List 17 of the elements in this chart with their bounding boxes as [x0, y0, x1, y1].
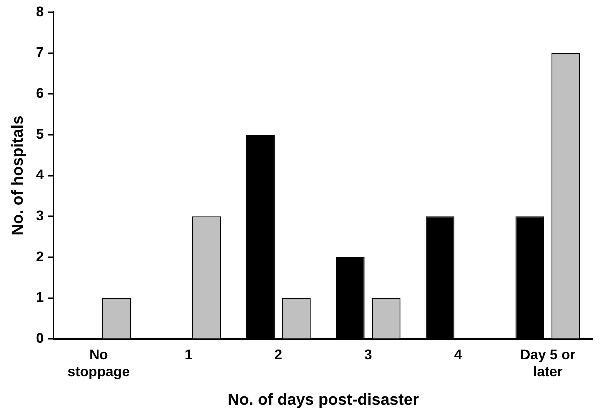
y-axis-title: No. of hospitals — [10, 116, 28, 236]
x-axis-title: No. of days post-disaster — [228, 392, 420, 409]
x-tick-label: Day 5 or later — [520, 346, 576, 380]
x-tick-label: 3 — [364, 346, 373, 362]
y-tick-label: 2 — [36, 248, 44, 264]
x-tick-label: 1 — [184, 346, 193, 362]
y-tick-label: 3 — [36, 208, 44, 224]
y-tick-label: 0 — [36, 330, 44, 346]
y-tick-label: 4 — [36, 166, 44, 183]
x-tick-label: 4 — [454, 346, 462, 362]
y-tick-label: 6 — [36, 84, 44, 101]
y-tick-label: 7 — [36, 44, 44, 60]
y-tick-label: 1 — [36, 289, 44, 306]
y-tick-label: 8 — [36, 3, 44, 20]
x-tick-label: No stoppage — [68, 346, 130, 380]
y-tick-label: 5 — [36, 126, 44, 142]
x-tick-label: 2 — [274, 346, 283, 362]
